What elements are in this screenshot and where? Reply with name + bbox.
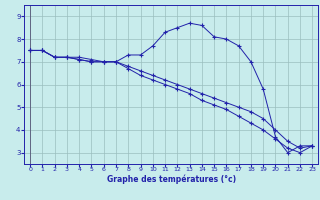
X-axis label: Graphe des températures (°c): Graphe des températures (°c)	[107, 175, 236, 184]
